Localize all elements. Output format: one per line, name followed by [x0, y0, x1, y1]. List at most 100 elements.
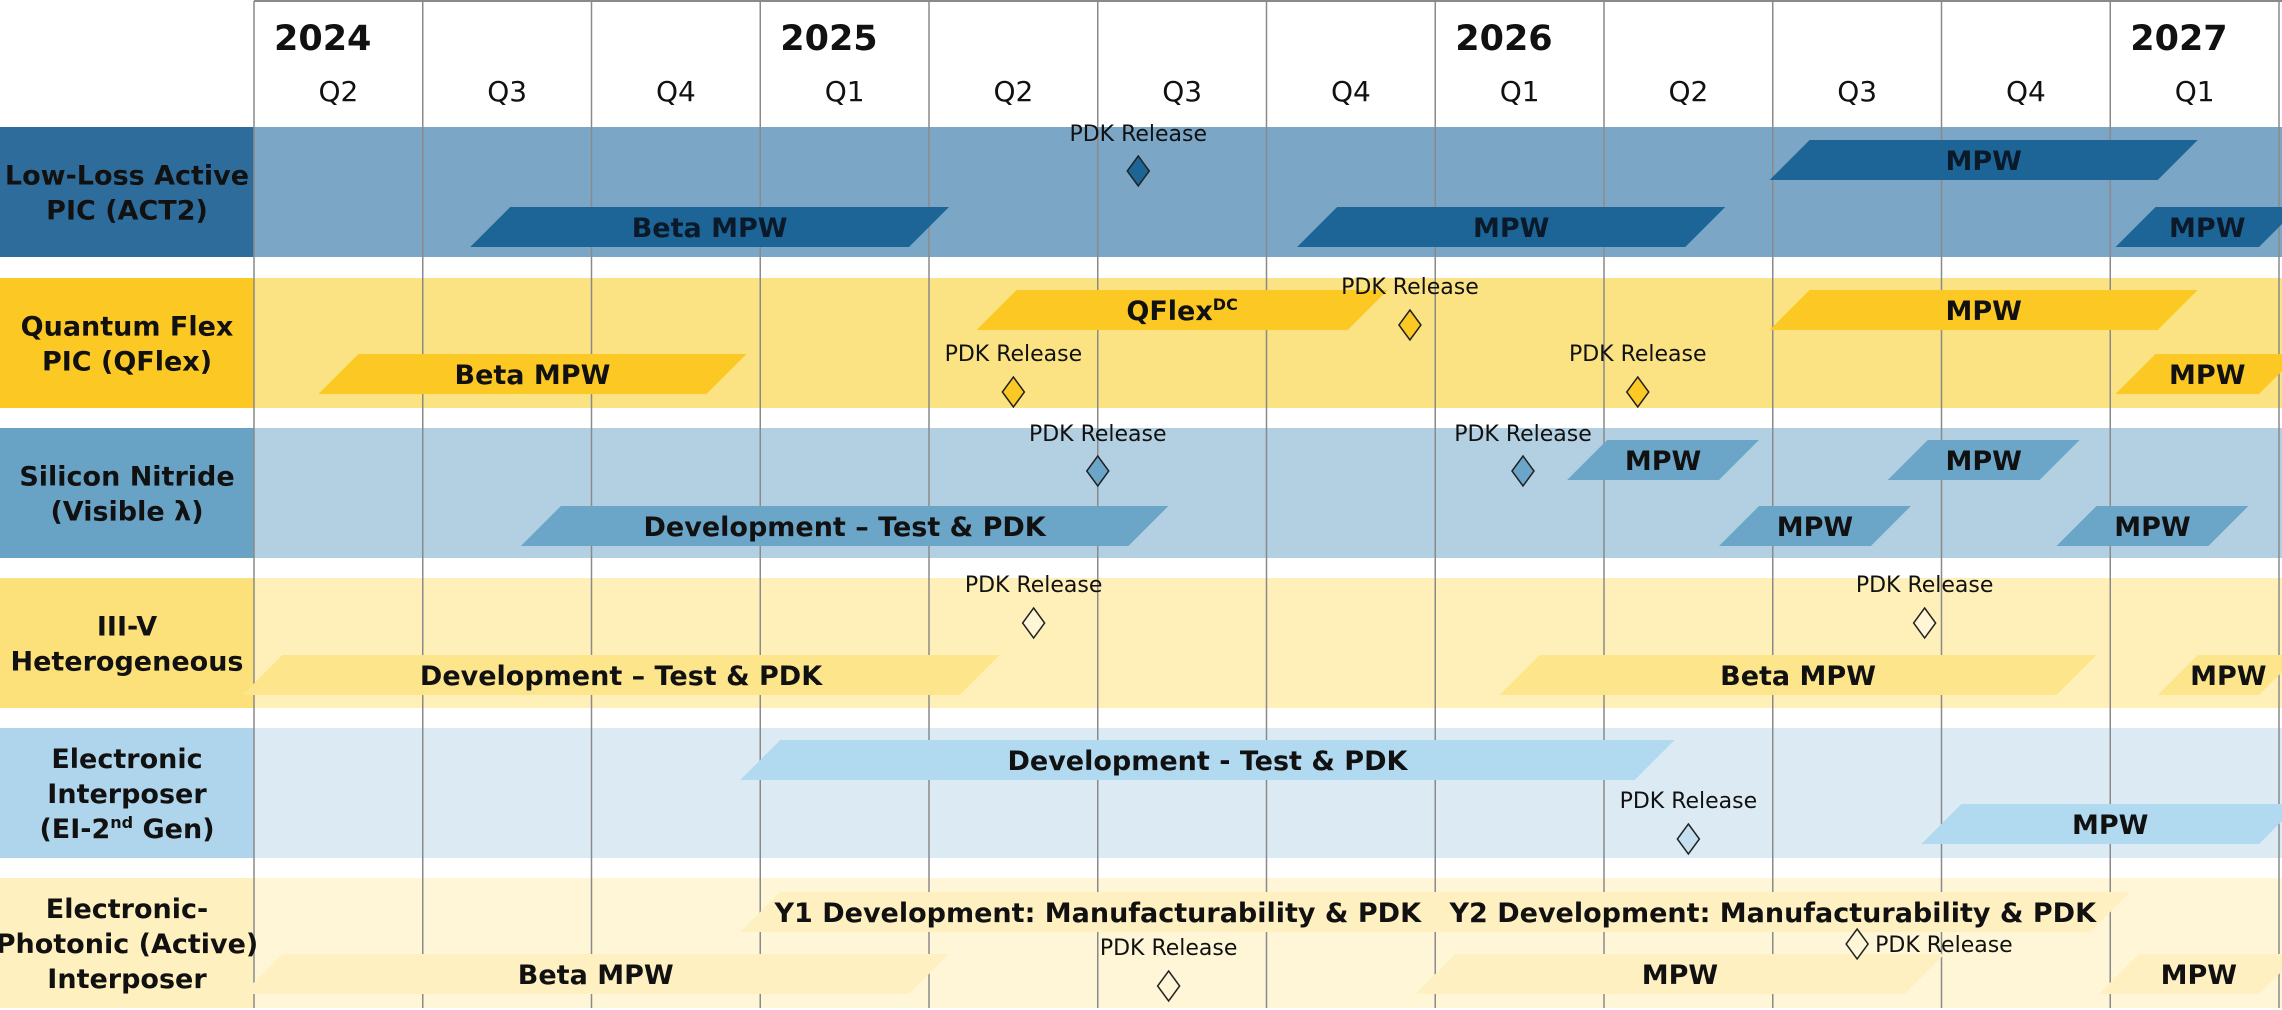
row-label-cell: [0, 578, 254, 708]
milestone-label: PDK Release: [1341, 275, 1479, 300]
row-label: Quantum Flex: [21, 312, 234, 343]
timeline-bar: [1769, 290, 2198, 330]
milestone-label: PDK Release: [1069, 122, 1207, 147]
row-label: Electronic: [51, 744, 202, 775]
row-label-cell: [0, 428, 254, 558]
timeline-bar: [2056, 506, 2249, 546]
milestone-diamond: [1126, 154, 1151, 188]
milestone-diamond: [1398, 308, 1422, 342]
milestone-label: PDK Release: [1856, 573, 1994, 598]
timeline-header: Q2 2024 Q3 Q4 Q1 2025 Q2 Q3 Q4 Q1 2026 Q2 Q3 Q4 Q1 2027: [274, 19, 2228, 108]
bar-label: MPW: [2169, 213, 2245, 244]
timeline-bar: [318, 354, 747, 394]
milestone-diamond: [1845, 927, 1870, 961]
row-label: PIC (ACT2): [46, 196, 208, 227]
row-label: Heterogeneous: [10, 647, 243, 678]
milestone-diamond: [1085, 454, 1110, 488]
bar-label: Beta MPW: [1720, 661, 1876, 692]
timeline-bar: [1719, 506, 1911, 546]
milestone-diamond: [1156, 969, 1181, 1003]
milestone-label: PDK Release: [1454, 422, 1592, 447]
quarter-tick-label: Q4: [2006, 75, 2046, 108]
timeline-bar: [1567, 440, 1759, 480]
row-label: (Visible λ): [50, 497, 203, 528]
quarter-tick-label: Q1: [1500, 75, 1540, 108]
row-label: Electronic-: [46, 894, 208, 925]
bar-label: MPW: [2114, 512, 2190, 543]
bar-label: MPW: [2072, 810, 2148, 841]
quarter-gridlines: [253, 0, 2282, 1008]
bar-label: MPW: [1777, 512, 1853, 543]
milestone-diamond: [1676, 822, 1701, 856]
bar-label: Development - Test & PDK: [1007, 746, 1408, 777]
row-labels: Low-Loss Active PIC (ACT2) Quantum Flex PIC…: [0, 161, 258, 996]
quarter-tick-label: Q1: [825, 75, 865, 108]
year-label: 2026: [1455, 19, 1552, 59]
milestone-label: PDK Release: [945, 342, 1083, 367]
milestone-label: PDK Release: [1569, 342, 1707, 367]
bar-label: MPW: [1473, 213, 1549, 244]
timeline-bar: [470, 207, 949, 247]
milestone-label: PDK Release: [1875, 933, 2013, 958]
timeline-bar: [2115, 354, 2282, 394]
timeline-bar: [740, 892, 1456, 932]
bar-label: MPW: [1945, 146, 2021, 177]
row-label: Interposer: [47, 964, 207, 995]
row-label-cell: [0, 127, 254, 257]
row-backgrounds: [0, 127, 2282, 1008]
year-label: 2027: [2130, 19, 2227, 59]
quarter-tick-label: Q2: [318, 75, 358, 108]
quarter-tick-label: Q3: [1162, 75, 1202, 108]
milestone-label: PDK Release: [1029, 422, 1167, 447]
bar-label: MPW: [1625, 446, 1701, 477]
timeline-bar: [1499, 655, 2097, 695]
year-label: 2025: [780, 19, 877, 59]
row-label: PIC (QFlex): [42, 347, 212, 378]
row-label-cell: [0, 728, 254, 858]
quarter-tick-label: Q3: [1837, 75, 1877, 108]
row-label-cell: [0, 878, 254, 1008]
bar-label: Y2 Development: Manufacturability & PDK: [1448, 898, 2097, 929]
row-label: Silicon Nitride: [19, 462, 234, 493]
bar-label: MPW: [1945, 446, 2021, 477]
milestone-label: PDK Release: [965, 573, 1103, 598]
bar-label: MPW: [2190, 661, 2266, 692]
timeline-bar: [520, 506, 1169, 546]
timeline-bar: [1415, 892, 2131, 932]
quarter-tick-label: Q1: [2175, 75, 2215, 108]
bar-label: MPW: [1642, 960, 1718, 991]
timeline-bar: [1415, 954, 1945, 994]
bar-label: Beta MPW: [632, 213, 788, 244]
bar-label: MPW: [2161, 960, 2237, 991]
row-label: Low-Loss Active: [5, 161, 249, 192]
milestone-label: PDK Release: [1620, 789, 1758, 814]
bar-label: Development – Test & PDK: [420, 661, 823, 692]
milestone-label: PDK Release: [1100, 936, 1238, 961]
milestone-diamond: [1511, 454, 1535, 488]
bar-label: MPW: [2169, 360, 2245, 391]
quarter-tick-label: Q3: [487, 75, 527, 108]
bar-label: Beta MPW: [455, 360, 611, 391]
milestones: PDK Release PDK Release PDK Release PDK Rel…: [945, 122, 2013, 1003]
milestone-diamond: [1912, 606, 1937, 640]
quarter-tick-label: Q4: [1331, 75, 1371, 108]
timeline-bar: [976, 290, 1388, 330]
quarter-tick-label: Q4: [656, 75, 696, 108]
timeline-bar: [740, 740, 1675, 780]
timeline-bar: [1297, 207, 1726, 247]
milestone-diamond: [1001, 375, 1026, 409]
bar-label: Beta MPW: [518, 960, 674, 991]
row-label: Interposer: [47, 779, 207, 810]
row-label: Photonic (Active): [0, 929, 258, 960]
timeline-bar: [1887, 440, 2080, 480]
row-background: [0, 428, 2282, 558]
bar-label: Y1 Development: Manufacturability & PDK: [773, 898, 1422, 929]
timeline-bar: [2115, 207, 2282, 247]
year-label: 2024: [274, 19, 371, 59]
timeline-bar: [1769, 140, 2198, 180]
milestone-diamond: [1625, 375, 1650, 409]
timeline-bar: [2098, 954, 2282, 994]
timeline-bar: [242, 954, 949, 994]
